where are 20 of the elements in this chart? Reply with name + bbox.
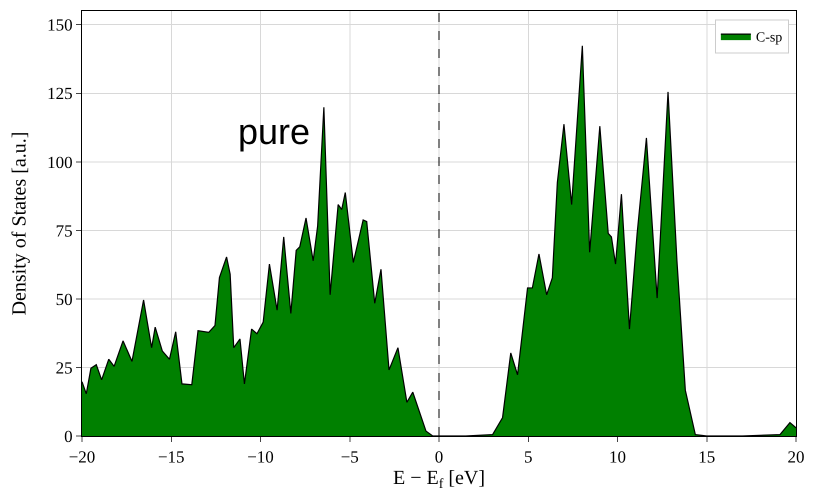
x-tick-label: 5 xyxy=(524,447,532,466)
x-tick-label: −20 xyxy=(68,447,96,466)
x-tick-label: −10 xyxy=(247,447,274,466)
x-tick-label: 10 xyxy=(609,447,626,466)
x-tick-label: −5 xyxy=(340,447,359,466)
annotation: pure xyxy=(238,111,310,152)
x-tick-label: 0 xyxy=(434,447,444,466)
y-tick-label: 125 xyxy=(47,84,73,104)
y-axis-title: Density of States [a.u.] xyxy=(8,132,31,316)
x-tick-label: 20 xyxy=(788,447,804,466)
y-tick-label: 25 xyxy=(56,358,73,378)
y-tick-label: 100 xyxy=(47,152,73,172)
legend-label: C-sp xyxy=(756,30,782,46)
x-tick-label: 15 xyxy=(698,447,716,466)
x-tick-label: −15 xyxy=(158,447,185,466)
y-tick-label: 0 xyxy=(64,426,73,446)
y-tick-label: 150 xyxy=(47,16,73,35)
y-tick-label: 75 xyxy=(56,221,73,240)
x-axis-title: E − E$_{f}$ [eV] xyxy=(392,466,486,492)
y-tick-label: 50 xyxy=(56,290,73,309)
